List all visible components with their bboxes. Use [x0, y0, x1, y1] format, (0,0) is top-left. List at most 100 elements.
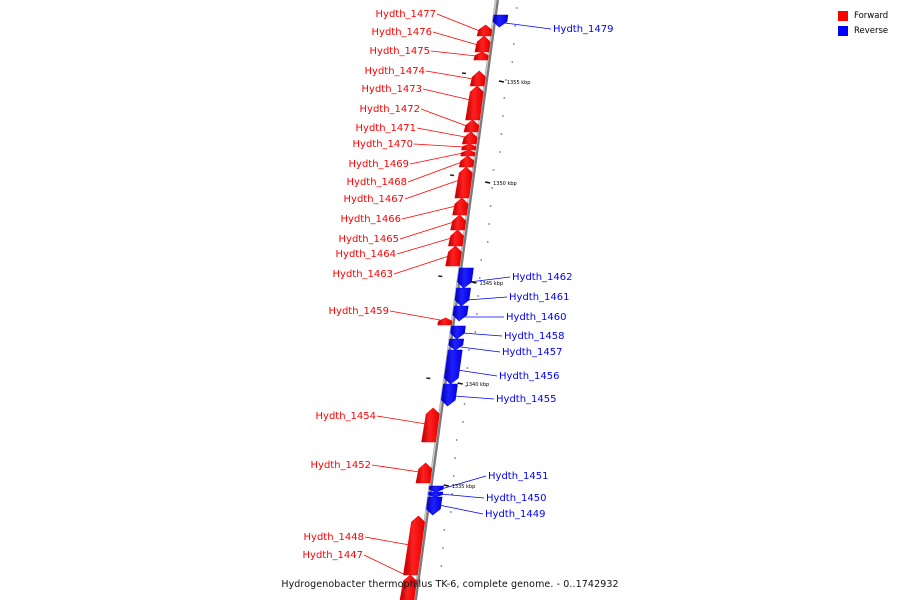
- left-marker: [461, 72, 467, 75]
- gene-label-Hydth_1469[interactable]: Hydth_1469: [349, 159, 410, 170]
- scale-label: 1350 kbp: [493, 181, 517, 187]
- leader-Hydth_1455: [453, 395, 495, 400]
- gene-label-Hydth_1462[interactable]: Hydth_1462: [512, 272, 573, 283]
- gene-label-Hydth_1452[interactable]: Hydth_1452: [311, 460, 372, 471]
- leader-Hydth_1474: [425, 70, 474, 80]
- leader-Hydth_1452: [371, 464, 420, 473]
- gene-label-Hydth_1479[interactable]: Hydth_1479: [553, 24, 614, 35]
- gene-Hydth_1450[interactable]: [428, 491, 444, 498]
- gene-Hydth_1474[interactable]: [469, 70, 486, 87]
- leader-Hydth_1454: [376, 415, 427, 425]
- leader-Hydth_1465: [399, 221, 454, 240]
- legend-forward: Forward: [838, 8, 888, 23]
- gene-label-Hydth_1471[interactable]: Hydth_1471: [356, 123, 417, 134]
- gene-Hydth_1466[interactable]: [452, 197, 469, 216]
- gene-Hydth_1456[interactable]: [443, 349, 463, 385]
- gene-Hydth_1458[interactable]: [450, 325, 466, 340]
- gene-label-Hydth_1450[interactable]: Hydth_1450: [486, 493, 547, 504]
- gene-label-Hydth_1449[interactable]: Hydth_1449: [485, 509, 546, 520]
- gene-label-Hydth_1467[interactable]: Hydth_1467: [344, 194, 405, 205]
- gene-Hydth_1463[interactable]: [445, 245, 462, 267]
- leader-Hydth_1471: [416, 127, 466, 138]
- gene-label-Hydth_1473[interactable]: Hydth_1473: [362, 84, 423, 95]
- gene-label-Hydth_1454[interactable]: Hydth_1454: [316, 411, 377, 422]
- legend: Forward Reverse: [838, 8, 888, 38]
- gene-Hydth_1459[interactable]: [437, 317, 453, 326]
- leader-Hydth_1475: [430, 50, 477, 57]
- gene-label-Hydth_1472[interactable]: Hydth_1472: [360, 104, 421, 115]
- leader-Hydth_1448: [364, 536, 410, 546]
- leader-Hydth_1467: [404, 179, 460, 200]
- leader-Hydth_1479: [504, 22, 552, 30]
- gene-label-Hydth_1457[interactable]: Hydth_1457: [502, 347, 563, 358]
- gene-Hydth_1479[interactable]: [492, 14, 509, 28]
- gene-Hydth_1452[interactable]: [415, 462, 433, 484]
- gene-Hydth_1460[interactable]: [452, 305, 469, 322]
- leader-Hydth_1468: [407, 161, 462, 183]
- gene-Hydth_1475[interactable]: [473, 51, 489, 61]
- gene-label-Hydth_1466[interactable]: Hydth_1466: [341, 214, 402, 225]
- gene-Hydth_1451[interactable]: [428, 485, 444, 493]
- scale-label: 1345 kbp: [479, 281, 503, 287]
- legend-reverse: Reverse: [838, 23, 888, 38]
- leader-Hydth_1464: [396, 237, 452, 255]
- major-tick: [457, 382, 463, 385]
- gene-label-Hydth_1461[interactable]: Hydth_1461: [509, 292, 570, 303]
- left-marker: [426, 377, 431, 380]
- major-tick: [484, 181, 491, 184]
- gene-Hydth_1461[interactable]: [454, 287, 471, 307]
- gene-label-Hydth_1455[interactable]: Hydth_1455: [496, 394, 557, 405]
- gene-label-Hydth_1474[interactable]: Hydth_1474: [365, 66, 426, 77]
- gene-label-Hydth_1460[interactable]: Hydth_1460: [506, 312, 567, 323]
- leader-Hydth_1449: [438, 504, 484, 515]
- gene-label-Hydth_1447[interactable]: Hydth_1447: [303, 550, 364, 561]
- gene-label-Hydth_1468[interactable]: Hydth_1468: [347, 177, 408, 188]
- gene-Hydth_1457[interactable]: [448, 338, 465, 351]
- gene-label-Hydth_1451[interactable]: Hydth_1451: [488, 471, 549, 482]
- gene-Hydth_1447[interactable]: [399, 574, 417, 600]
- leader-Hydth_1447: [363, 554, 406, 576]
- gene-Hydth_1464[interactable]: [448, 229, 465, 247]
- gene-Hydth_1468[interactable]: [458, 155, 475, 168]
- gene-Hydth_1477[interactable]: [476, 24, 493, 37]
- leader-Hydth_1457: [460, 346, 501, 353]
- leader-Hydth_1450: [440, 493, 485, 499]
- gene-label-Hydth_1476[interactable]: Hydth_1476: [372, 27, 433, 38]
- scale-label: 1335 kbp: [452, 484, 476, 490]
- gene-Hydth_1470[interactable]: [461, 143, 477, 151]
- gene-Hydth_1471[interactable]: [461, 131, 478, 145]
- legend-forward-label: Forward: [854, 10, 889, 21]
- scale-label: 1340 kbp: [466, 382, 490, 388]
- gene-label-Hydth_1456[interactable]: Hydth_1456: [499, 371, 560, 382]
- gene-Hydth_1467[interactable]: [454, 166, 473, 199]
- leader-Hydth_1470: [413, 143, 464, 148]
- leader-Hydth_1463: [393, 255, 450, 275]
- gene-Hydth_1462[interactable]: [457, 267, 474, 289]
- major-tick: [471, 281, 477, 284]
- gene-Hydth_1449[interactable]: [426, 496, 443, 516]
- gene-label-Hydth_1463[interactable]: Hydth_1463: [333, 269, 394, 280]
- gene-Hydth_1455[interactable]: [440, 383, 458, 407]
- gene-label-Hydth_1465[interactable]: Hydth_1465: [339, 234, 400, 245]
- gene-label-Hydth_1459[interactable]: Hydth_1459: [329, 306, 390, 317]
- gene-Hydth_1465[interactable]: [450, 214, 467, 231]
- scale-label: 1355 kbp: [507, 80, 531, 86]
- gene-label-Hydth_1458[interactable]: Hydth_1458: [504, 331, 565, 342]
- gene-label-Hydth_1477[interactable]: Hydth_1477: [376, 9, 437, 20]
- leader-Hydth_1459: [389, 310, 441, 321]
- gene-Hydth_1476[interactable]: [474, 35, 491, 53]
- major-tick: [443, 484, 449, 487]
- gene-label-Hydth_1464[interactable]: Hydth_1464: [336, 249, 397, 260]
- gene-Hydth_1469[interactable]: [460, 149, 476, 157]
- gene-Hydth_1454[interactable]: [421, 407, 440, 443]
- gene-Hydth_1472[interactable]: [463, 119, 480, 133]
- leader-Hydth_1451: [441, 475, 487, 490]
- gene-label-Hydth_1448[interactable]: Hydth_1448: [304, 532, 365, 543]
- leader-Hydth_1456: [457, 369, 498, 377]
- gene-label-Hydth_1470[interactable]: Hydth_1470: [353, 139, 414, 150]
- leader-Hydth_1473: [422, 88, 471, 101]
- gene-label-Hydth_1475[interactable]: Hydth_1475: [370, 46, 431, 57]
- leader-Hydth_1466: [401, 205, 456, 220]
- legend-reverse-label: Reverse: [854, 25, 889, 36]
- leader-Hydth_1462: [469, 276, 511, 283]
